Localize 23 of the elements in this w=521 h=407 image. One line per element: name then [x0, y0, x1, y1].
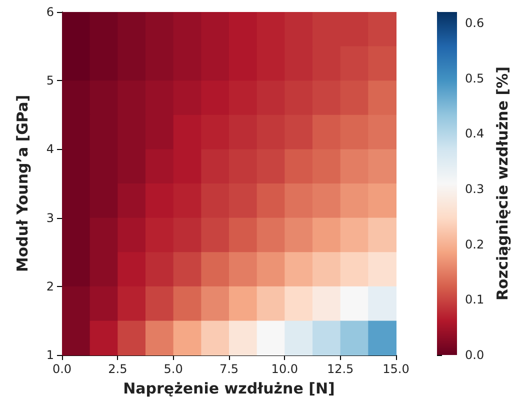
x-tick-label: 5.0 [164, 362, 183, 376]
y-tick-label: 4 [46, 142, 54, 156]
y-tick-label: 6 [46, 5, 54, 19]
y-tick-label: 5 [46, 74, 54, 88]
color-bar-label: 0.0 [465, 348, 484, 362]
color-bar-label: 0.6 [465, 16, 484, 30]
color-bar-label: 0.5 [465, 71, 484, 86]
x-tick-label: 2.5 [108, 362, 128, 376]
y-axis-title: Moduł Young’a [GPa] [14, 94, 32, 272]
x-tick-label: 0.0 [52, 362, 72, 376]
x-tick-label: 10.0 [271, 362, 298, 376]
y-tick-label: 3 [46, 210, 54, 225]
color-bar-title: Rozciągnięcie wzdłużne [%] [494, 66, 512, 301]
x-axis-title: Naprężenie wzdłużne [N] [123, 380, 335, 398]
x-tick-label: 12.5 [326, 362, 354, 376]
y-tick-label: 1 [46, 348, 54, 362]
color-bar-label: 0.4 [465, 126, 484, 141]
x-tick-label: 15.0 [382, 362, 410, 376]
color-bar-label: 0.3 [465, 182, 484, 196]
x-tick-label: 7.5 [219, 362, 239, 376]
y-tick-label: 2 [46, 279, 54, 294]
color-bar-label: 0.2 [465, 237, 484, 252]
color-bar-label: 0.1 [465, 292, 484, 307]
